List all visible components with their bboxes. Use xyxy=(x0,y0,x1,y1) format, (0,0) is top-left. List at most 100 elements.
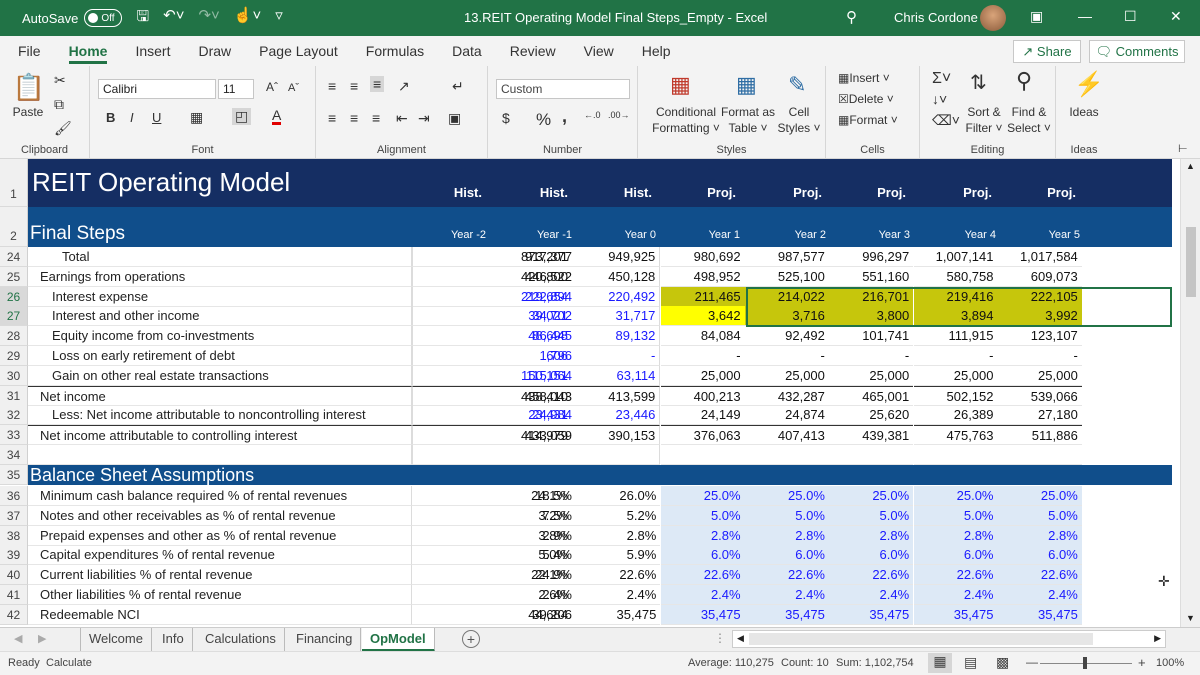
page-layout-view-icon[interactable]: ▤ xyxy=(964,654,978,670)
data-cell[interactable]: 1,796 xyxy=(492,346,576,366)
data-cell[interactable]: 2.4% xyxy=(492,585,576,605)
data-cell[interactable]: 6.0% xyxy=(660,545,745,566)
data-cell[interactable]: 22.6% xyxy=(913,565,998,586)
increase-decimal-icon[interactable]: ←.0 xyxy=(584,110,601,120)
wrap-text-icon[interactable]: ↵ xyxy=(452,78,464,94)
data-cell[interactable]: 24.9% xyxy=(492,565,576,586)
scroll-right-icon[interactable]: ▶ xyxy=(1154,633,1161,643)
decrease-indent-icon[interactable]: ⇤ xyxy=(396,110,408,126)
data-cell[interactable]: 22.6% xyxy=(576,565,661,586)
model-title[interactable]: REIT Operating Model xyxy=(32,167,291,197)
row-label[interactable]: Notes and other receivables as % of rent… xyxy=(28,505,412,526)
sheet-tab-financing[interactable]: Financing xyxy=(288,628,362,652)
row-label[interactable]: Net income attributable to controlling i… xyxy=(28,425,412,446)
data-cell[interactable]: 2.4% xyxy=(913,585,998,605)
find-select-button[interactable]: Find & Select ˅ xyxy=(1007,105,1051,135)
data-cell[interactable]: 31,717 xyxy=(576,306,661,327)
data-cell[interactable]: - xyxy=(829,346,914,366)
data-cell[interactable]: 25,000 xyxy=(660,366,745,386)
worksheet-grid[interactable]: 1 REIT Operating Model Hist. Hist. Hist. Pr… xyxy=(0,159,1180,627)
data-cell[interactable]: 376,063 xyxy=(660,425,745,446)
data-cell[interactable]: 5.0% xyxy=(744,505,829,526)
data-cell[interactable]: 22.6% xyxy=(829,565,914,586)
data-cell[interactable]: 390,153 xyxy=(576,425,661,446)
column-type-header[interactable]: Proj. xyxy=(793,185,822,200)
normal-view-icon[interactable]: ▦ xyxy=(928,653,952,673)
format-as-table-icon[interactable]: ▦ xyxy=(736,72,757,97)
row-number[interactable]: 39 xyxy=(0,545,28,566)
row-label[interactable]: Other liabilities % of rental revenue xyxy=(28,585,412,605)
data-cell[interactable]: 25,000 xyxy=(829,366,914,386)
data-cell[interactable]: 219,416 xyxy=(913,286,998,307)
data-cell[interactable]: 34,702 xyxy=(492,306,576,327)
data-cell[interactable]: 23,446 xyxy=(576,405,661,426)
data-cell[interactable]: 25,000 xyxy=(997,366,1082,386)
data-cell[interactable]: 2.8% xyxy=(829,525,914,546)
data-cell[interactable]: 63,114 xyxy=(576,365,661,386)
row-number[interactable]: 37 xyxy=(0,505,28,526)
data-cell[interactable]: 1,007,141 xyxy=(913,247,998,267)
row-number[interactable]: 28 xyxy=(0,326,28,347)
tab-scroll-left-icon[interactable]: ◀ xyxy=(14,633,23,645)
scroll-down-icon[interactable]: ▼ xyxy=(1186,613,1195,623)
align-bottom-icon[interactable]: ≡ xyxy=(370,76,385,92)
status-calculate[interactable]: Calculate xyxy=(46,657,92,669)
row-number[interactable]: 25 xyxy=(0,266,28,287)
data-cell[interactable]: 511,886 xyxy=(997,425,1082,446)
customize-qat-icon[interactable]: ▿ xyxy=(275,6,283,24)
data-cell[interactable]: 2.8% xyxy=(913,525,998,546)
data-cell[interactable]: 580,758 xyxy=(913,267,998,287)
zoom-out-icon[interactable]: — xyxy=(1026,655,1038,669)
data-cell[interactable]: 3,894 xyxy=(913,306,998,327)
data-cell[interactable]: 987,577 xyxy=(744,247,829,267)
bold-button[interactable]: B xyxy=(106,110,116,125)
data-cell[interactable]: 446,522 xyxy=(492,267,576,287)
find-select-icon[interactable]: ⚲ xyxy=(1016,68,1033,93)
copy-icon[interactable]: ⧉ xyxy=(54,96,64,112)
data-cell[interactable]: 6.0% xyxy=(829,545,914,566)
align-right-icon[interactable]: ≡ xyxy=(372,110,381,126)
autosave-toggle[interactable]: Off xyxy=(84,9,123,27)
save-icon[interactable]: 🖫 xyxy=(136,7,150,25)
add-sheet-icon[interactable]: + xyxy=(462,630,480,648)
sheet-tab-welcome[interactable]: Welcome xyxy=(80,628,152,652)
maximize-icon[interactable]: ☐ xyxy=(1124,8,1137,24)
sort-filter-button[interactable]: Sort & Filter ˅ xyxy=(965,105,1003,135)
column-year-header[interactable]: Year 0 xyxy=(624,229,656,241)
tab-view[interactable]: View xyxy=(583,43,614,59)
data-cell[interactable]: 35,475 xyxy=(997,604,1082,625)
row-number[interactable]: 32 xyxy=(0,405,28,426)
data-cell[interactable]: 92,492 xyxy=(744,326,829,347)
data-cell[interactable]: 432,287 xyxy=(744,385,829,406)
data-cell[interactable]: 525,100 xyxy=(744,267,829,287)
data-cell[interactable]: 917,377 xyxy=(492,247,576,267)
data-cell[interactable]: 400,213 xyxy=(660,385,745,406)
data-cell[interactable]: 25.0% xyxy=(829,486,914,506)
data-cell[interactable]: 22.6% xyxy=(744,565,829,586)
data-cell[interactable]: 25.0% xyxy=(660,486,745,506)
data-cell[interactable]: 3,716 xyxy=(744,306,829,327)
row-number[interactable]: 34 xyxy=(0,445,28,465)
data-cell[interactable]: 3,800 xyxy=(829,306,914,327)
data-cell[interactable]: 111,915 xyxy=(913,326,998,347)
data-cell[interactable]: 433,059 xyxy=(492,425,576,446)
data-cell[interactable]: 2.4% xyxy=(660,585,745,605)
data-cell[interactable]: 2.8% xyxy=(660,525,745,546)
row-label[interactable]: Minimum cash balance required % of renta… xyxy=(28,486,412,506)
align-middle-icon[interactable]: ≡ xyxy=(350,78,359,94)
data-cell[interactable]: 2.4% xyxy=(744,585,829,605)
data-cell[interactable]: 407,413 xyxy=(744,425,829,446)
conditional-formatting-icon[interactable]: ▦ xyxy=(670,72,691,97)
data-cell[interactable]: 35,475 xyxy=(744,604,829,625)
data-cell[interactable]: 24,874 xyxy=(744,405,829,426)
horizontal-scrollbar[interactable]: ◀ ▶ xyxy=(732,630,1166,648)
font-name-box[interactable]: Calibri xyxy=(98,79,216,99)
pin-ribbon-icon[interactable]: ⊢ xyxy=(1178,143,1188,155)
sheet-tab-opmodel[interactable]: OpModel xyxy=(362,628,435,652)
borders-icon[interactable]: ▦ xyxy=(190,109,204,125)
decrease-decimal-icon[interactable]: .00→ xyxy=(608,110,630,120)
column-year-header[interactable]: Year -2 xyxy=(450,229,486,241)
data-cell[interactable]: 2.4% xyxy=(576,585,661,605)
data-cell[interactable]: 26.0% xyxy=(576,486,661,506)
row-number[interactable]: 26 xyxy=(0,286,28,307)
